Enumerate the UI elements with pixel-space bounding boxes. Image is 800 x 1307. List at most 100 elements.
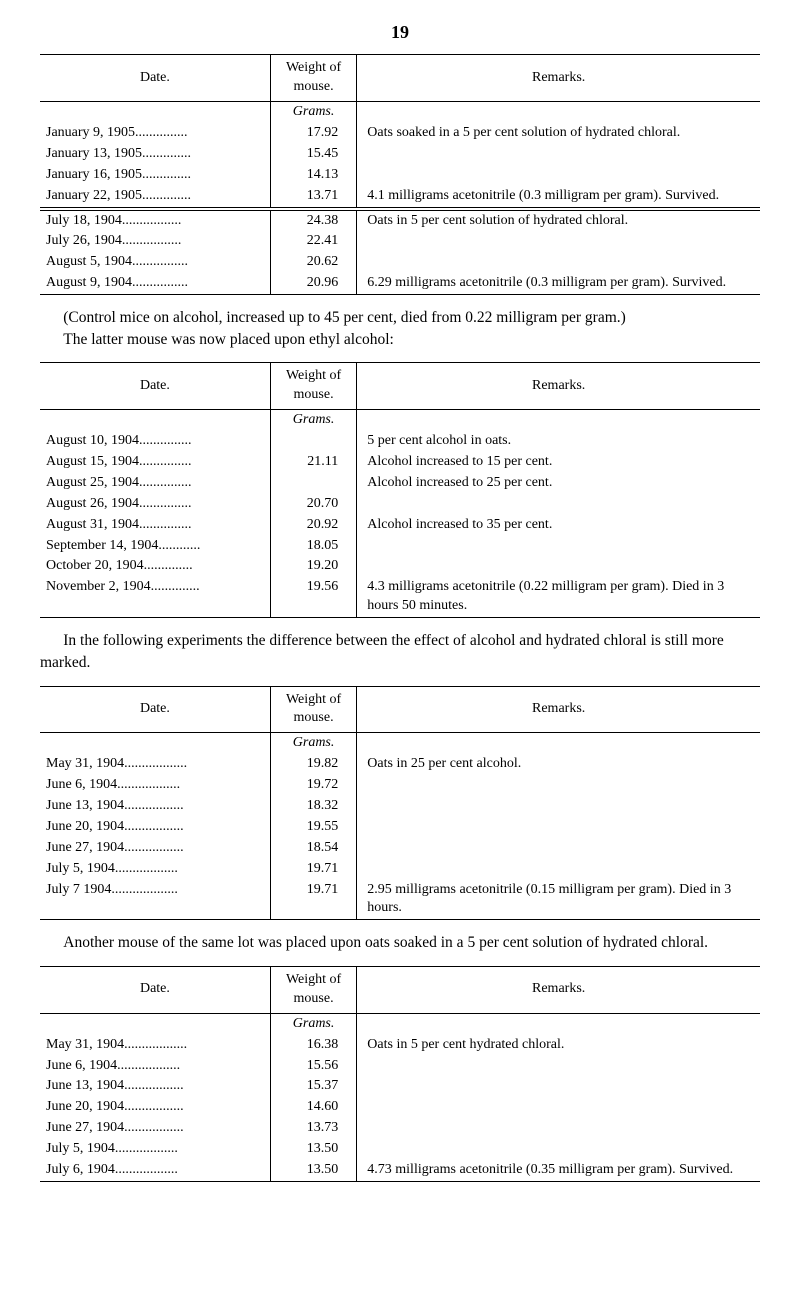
paragraph-3: Another mouse of the same lot was placed… xyxy=(40,932,760,954)
weight-cell: 13.71 xyxy=(270,186,356,207)
para1-text: (Control mice on alcohol, increased up t… xyxy=(63,309,626,326)
remarks-cell: 4.73 milligrams acetonitrile (0.35 milli… xyxy=(357,1160,760,1181)
date-cell: January 9, 1905............... xyxy=(40,123,270,144)
table-row: July 5, 1904..................13.50 xyxy=(40,1139,760,1160)
table-row: June 6, 1904..................19.72 xyxy=(40,775,760,796)
weight-cell: 20.92 xyxy=(270,515,356,536)
date-cell: August 9, 1904................ xyxy=(40,273,270,294)
weight-cell: 20.62 xyxy=(270,252,356,273)
weight-cell: 24.38 xyxy=(270,211,356,232)
col-header-weight: Weight of mouse. xyxy=(270,687,356,733)
remarks-cell: 4.1 milligrams acetonitrile (0.3 milligr… xyxy=(357,186,760,207)
date-cell: June 6, 1904.................. xyxy=(40,775,270,796)
table-1: Date. Weight of mouse. Remarks. Grams. J… xyxy=(40,54,760,295)
weight-cell: 19.71 xyxy=(270,880,356,920)
table-row: August 15, 1904...............21.11Alcoh… xyxy=(40,452,760,473)
weight-cell xyxy=(270,473,356,494)
remarks-cell xyxy=(357,494,760,515)
table-row: January 16, 1905..............14.13 xyxy=(40,165,760,186)
page-number: 19 xyxy=(40,20,760,44)
date-cell: July 26, 1904................. xyxy=(40,231,270,252)
date-cell: May 31, 1904.................. xyxy=(40,754,270,775)
date-cell: July 6, 1904.................. xyxy=(40,1160,270,1181)
weight-cell: 19.55 xyxy=(270,817,356,838)
date-cell: June 13, 1904................. xyxy=(40,1076,270,1097)
remarks-cell: Alcohol increased to 15 per cent. xyxy=(357,452,760,473)
table-row: June 27, 1904.................18.54 xyxy=(40,838,760,859)
weight-cell: 15.45 xyxy=(270,144,356,165)
weight-cell: 18.32 xyxy=(270,796,356,817)
date-cell: January 13, 1905.............. xyxy=(40,144,270,165)
remarks-cell xyxy=(357,252,760,273)
remarks-cell xyxy=(357,838,760,859)
remarks-cell xyxy=(357,1097,760,1118)
table-row: July 7 1904...................19.712.95 … xyxy=(40,880,760,920)
table-row: August 31, 1904...............20.92Alcoh… xyxy=(40,515,760,536)
remarks-cell: 4.3 milligrams acetonitrile (0.22 millig… xyxy=(357,577,760,617)
remarks-cell: 6.29 milligrams acetonitrile (0.3 millig… xyxy=(357,273,760,294)
remarks-cell xyxy=(357,817,760,838)
date-cell: October 20, 1904.............. xyxy=(40,556,270,577)
date-cell: November 2, 1904.............. xyxy=(40,577,270,617)
weight-cell: 13.73 xyxy=(270,1118,356,1139)
table-row: July 26, 1904.................22.41 xyxy=(40,231,760,252)
col-header-remarks: Remarks. xyxy=(357,687,760,733)
table-row: January 13, 1905..............15.45 xyxy=(40,144,760,165)
date-cell: September 14, 1904............ xyxy=(40,536,270,557)
unit-label: Grams. xyxy=(270,410,356,431)
weight-cell: 19.56 xyxy=(270,577,356,617)
remarks-cell xyxy=(357,144,760,165)
remarks-cell xyxy=(357,165,760,186)
unit-label: Grams. xyxy=(270,1013,356,1034)
date-cell: July 18, 1904................. xyxy=(40,211,270,232)
col-header-date: Date. xyxy=(40,967,270,1013)
weight-cell: 18.05 xyxy=(270,536,356,557)
date-cell: June 6, 1904.................. xyxy=(40,1056,270,1077)
date-cell: August 5, 1904................ xyxy=(40,252,270,273)
table-row: January 9, 1905...............17.92Oats … xyxy=(40,123,760,144)
weight-cell: 14.13 xyxy=(270,165,356,186)
weight-cell: 19.72 xyxy=(270,775,356,796)
weight-cell: 14.60 xyxy=(270,1097,356,1118)
date-cell: August 26, 1904............... xyxy=(40,494,270,515)
remarks-cell xyxy=(357,1056,760,1077)
weight-cell: 19.20 xyxy=(270,556,356,577)
date-cell: June 20, 1904................. xyxy=(40,1097,270,1118)
table-row: June 20, 1904.................14.60 xyxy=(40,1097,760,1118)
table-row: June 13, 1904.................18.32 xyxy=(40,796,760,817)
para1b-text: The latter mouse was now placed upon eth… xyxy=(40,329,394,351)
weight-cell: 20.96 xyxy=(270,273,356,294)
table-2: Date. Weight of mouse. Remarks. Grams. A… xyxy=(40,362,760,618)
weight-cell: 13.50 xyxy=(270,1160,356,1181)
paragraph-2: In the following experiments the differe… xyxy=(40,630,760,673)
remarks-cell xyxy=(357,1118,760,1139)
remarks-cell xyxy=(357,1076,760,1097)
unit-label: Grams. xyxy=(270,733,356,754)
date-cell: July 5, 1904.................. xyxy=(40,859,270,880)
col-header-remarks: Remarks. xyxy=(357,363,760,409)
date-cell: June 20, 1904................. xyxy=(40,817,270,838)
remarks-cell xyxy=(357,231,760,252)
weight-cell: 18.54 xyxy=(270,838,356,859)
weight-cell: 16.38 xyxy=(270,1035,356,1056)
table-4: Date. Weight of mouse. Remarks. Grams. M… xyxy=(40,966,760,1182)
col-header-date: Date. xyxy=(40,363,270,409)
weight-cell: 22.41 xyxy=(270,231,356,252)
date-cell: June 27, 1904................. xyxy=(40,838,270,859)
date-cell: July 7 1904................... xyxy=(40,880,270,920)
date-cell: June 13, 1904................. xyxy=(40,796,270,817)
table-3: Date. Weight of mouse. Remarks. Grams. M… xyxy=(40,686,760,921)
remarks-cell: Alcohol increased to 35 per cent. xyxy=(357,515,760,536)
col-header-weight: Weight of mouse. xyxy=(270,967,356,1013)
col-header-date: Date. xyxy=(40,55,270,101)
weight-cell: 21.11 xyxy=(270,452,356,473)
date-cell: June 27, 1904................. xyxy=(40,1118,270,1139)
weight-cell: 15.37 xyxy=(270,1076,356,1097)
weight-cell: 20.70 xyxy=(270,494,356,515)
table-row: July 18, 1904.................24.38Oats … xyxy=(40,211,760,232)
date-cell: January 16, 1905.............. xyxy=(40,165,270,186)
remarks-cell xyxy=(357,536,760,557)
weight-cell: 17.92 xyxy=(270,123,356,144)
remarks-cell: 2.95 milligrams acetonitrile (0.15 milli… xyxy=(357,880,760,920)
table-row: July 5, 1904..................19.71 xyxy=(40,859,760,880)
